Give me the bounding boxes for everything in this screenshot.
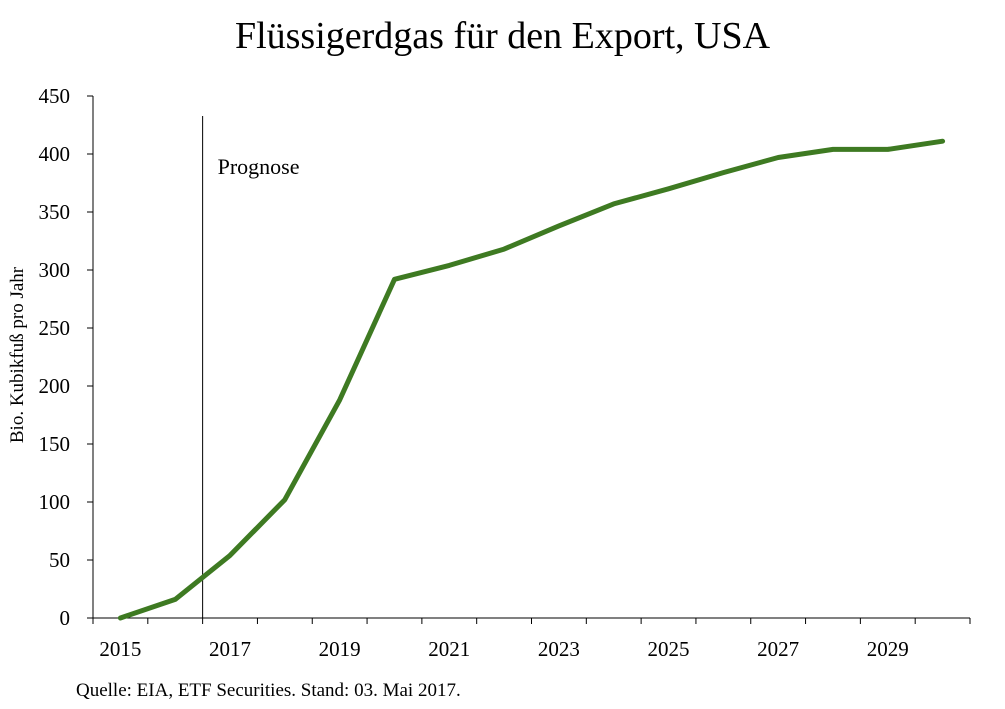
x-tick-label: 2017 [209,637,251,661]
x-tick-label: 2025 [648,637,690,661]
y-tick-label: 450 [39,84,71,108]
y-tick-label: 50 [49,548,70,572]
y-tick-label: 300 [39,258,71,282]
x-tick-label: 2021 [428,637,470,661]
y-tick-label: 350 [39,200,71,224]
y-tick-label: 400 [39,142,71,166]
y-tick-label: 250 [39,316,71,340]
y-tick-label: 100 [39,490,71,514]
x-tick-label: 2015 [99,637,141,661]
y-axis-label: Bio. Kubikfuß pro Jahr [7,266,28,443]
x-tick-label: 2023 [538,637,580,661]
y-tick-label: 0 [60,606,71,630]
axes: 0 50 100 150 200 250 300 350 400 450 2015 2017 2019 2… [39,84,971,661]
x-tick-label: 2019 [319,637,361,661]
chart-title: Flüssigerdgas für den Export, USA [234,15,771,57]
marks [117,116,946,621]
prognose-label: Prognose [218,154,300,179]
x-tick-label: 2027 [757,637,799,661]
source-note: Quelle: EIA, ETF Securities. Stand: 03. … [76,680,461,701]
x-tick-label: 2029 [867,637,909,661]
y-tick-label: 200 [39,374,71,398]
series-line [117,138,946,621]
y-tick-label: 150 [39,432,71,456]
